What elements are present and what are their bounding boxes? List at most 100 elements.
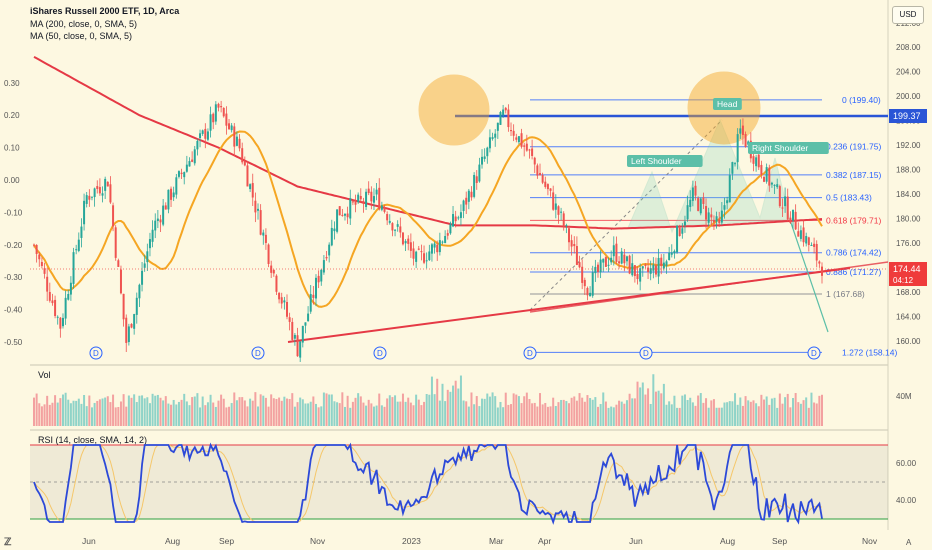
candle-body bbox=[396, 224, 399, 227]
volume-bar bbox=[407, 397, 410, 426]
volume-bar bbox=[206, 402, 209, 426]
volume-bar bbox=[457, 388, 460, 426]
volume-bar bbox=[83, 395, 86, 426]
left-axis-tick: 0.30 bbox=[4, 79, 20, 88]
rsi-axis-tick: 40.00 bbox=[896, 496, 917, 505]
volume-bar bbox=[712, 399, 715, 426]
candle-body bbox=[578, 262, 581, 268]
candle-body bbox=[612, 245, 615, 257]
volume-bar bbox=[238, 397, 241, 426]
volume-bar bbox=[520, 403, 523, 426]
candle-body bbox=[475, 176, 478, 183]
time-axis-tick: Nov bbox=[862, 536, 878, 546]
time-axis-tick: Nov bbox=[310, 536, 326, 546]
left-axis-tick: 0.00 bbox=[4, 176, 20, 185]
volume-bar bbox=[204, 405, 207, 426]
volume-bar bbox=[470, 392, 473, 426]
volume-bar bbox=[544, 402, 547, 426]
candle-body bbox=[599, 259, 602, 273]
volume-bar bbox=[40, 406, 43, 426]
volume-bar bbox=[549, 406, 552, 426]
candle-body bbox=[177, 171, 180, 177]
candle-body bbox=[546, 184, 549, 190]
candle-body bbox=[88, 195, 91, 200]
left-shoulder-label: Left Shoulder bbox=[631, 156, 682, 166]
volume-bar bbox=[420, 405, 423, 426]
candle-body bbox=[104, 178, 107, 191]
volume-bar bbox=[718, 407, 721, 426]
high-price-text: 199.37 bbox=[893, 111, 921, 121]
candle-body bbox=[570, 240, 573, 247]
candle-body bbox=[325, 256, 328, 259]
volume-bar bbox=[288, 399, 291, 426]
volume-bar bbox=[444, 401, 447, 426]
candle-body bbox=[573, 244, 576, 247]
volume-bar bbox=[612, 407, 615, 426]
candle-body bbox=[212, 113, 215, 123]
volume-bar bbox=[449, 391, 452, 426]
volume-bar bbox=[649, 403, 652, 426]
volume-bar bbox=[794, 393, 797, 426]
last-price-tag bbox=[889, 262, 927, 286]
volume-bar bbox=[755, 403, 758, 426]
volume-bar bbox=[736, 404, 739, 426]
volume-bar bbox=[710, 400, 713, 426]
volume-bar bbox=[133, 394, 136, 426]
volume-bar bbox=[404, 401, 407, 426]
candle-body bbox=[789, 217, 792, 223]
volume-bar bbox=[515, 394, 518, 426]
volume-bar bbox=[478, 406, 481, 426]
candle-body bbox=[51, 300, 54, 304]
candle-body bbox=[127, 326, 130, 343]
price-axis-tick: 184.00 bbox=[896, 190, 921, 199]
volume-bar bbox=[301, 399, 304, 426]
volume-bar bbox=[43, 404, 46, 426]
volume-bar bbox=[33, 397, 35, 426]
candle-body bbox=[541, 175, 544, 183]
volume-bar bbox=[159, 397, 162, 426]
candle-body bbox=[639, 268, 642, 282]
candle-body bbox=[343, 213, 346, 216]
volume-bar bbox=[67, 399, 70, 426]
fib-label: 1.272 (158.14) bbox=[842, 347, 897, 357]
volume-bar bbox=[80, 403, 83, 426]
candle-body bbox=[48, 291, 51, 301]
candle-body bbox=[330, 227, 333, 246]
volume-bar bbox=[243, 400, 246, 426]
volume-bar bbox=[46, 395, 49, 426]
fib-label: 0.618 (179.71) bbox=[826, 215, 881, 225]
candle-body bbox=[162, 205, 165, 225]
volume-bar bbox=[665, 404, 668, 426]
volume-bar bbox=[185, 401, 188, 426]
volume-bar bbox=[54, 395, 57, 426]
candle-body bbox=[85, 195, 88, 204]
time-axis-tick: Sep bbox=[219, 536, 234, 546]
volume-bar bbox=[676, 407, 679, 426]
volume-bar bbox=[433, 394, 436, 426]
price-axis-tick: 188.00 bbox=[896, 166, 921, 175]
candle-body bbox=[647, 267, 650, 273]
candle-body bbox=[180, 172, 183, 175]
volume-bar bbox=[615, 404, 618, 426]
volume-bar bbox=[293, 406, 296, 426]
volume-bar bbox=[257, 406, 260, 426]
currency-button[interactable]: USD bbox=[892, 6, 924, 24]
candle-body bbox=[652, 264, 655, 271]
time-axis-tick: Aug bbox=[165, 536, 180, 546]
candle-body bbox=[636, 274, 639, 280]
volume-bar bbox=[199, 407, 202, 426]
volume-bar bbox=[291, 393, 294, 426]
volume-bar bbox=[583, 401, 586, 426]
volume-bar bbox=[222, 398, 225, 426]
volume-bar bbox=[512, 393, 515, 426]
candle-body bbox=[491, 137, 494, 139]
candle-body bbox=[154, 220, 157, 231]
candle-body bbox=[760, 164, 763, 175]
candle-body bbox=[544, 181, 547, 187]
candle-body bbox=[741, 125, 744, 135]
candle-body bbox=[433, 243, 436, 248]
auto-scale-button[interactable]: A bbox=[906, 538, 912, 547]
legend-ma200: MA (200, close, 0, SMA, 5) bbox=[30, 19, 138, 29]
dividend-marker-text: D bbox=[255, 349, 261, 358]
